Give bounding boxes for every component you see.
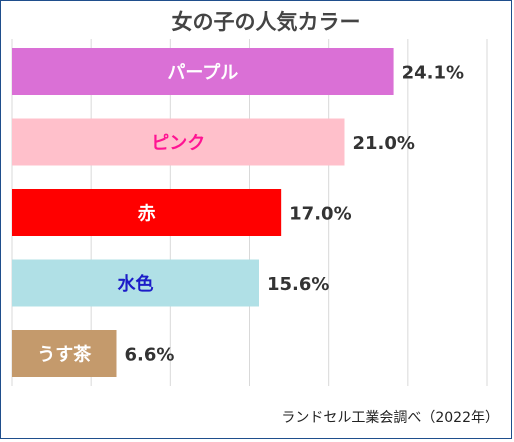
bar-category-label: ピンク — [151, 133, 205, 154]
bar-group: パープル 24.1% — [12, 48, 464, 95]
bar-group: ピンク 21.0% — [12, 118, 415, 166]
bar-category-label: うす茶 — [37, 344, 92, 366]
bar — [12, 189, 282, 236]
bar-value-label: 17.0% — [289, 204, 351, 225]
bar — [12, 118, 345, 166]
bar-group: 水色 15.6% — [12, 259, 329, 307]
bar-category-label: 赤 — [138, 204, 156, 225]
bar-value-label: 15.6% — [267, 274, 329, 295]
bar-category-label: パープル — [167, 62, 238, 84]
bar-value-label: 21.0% — [353, 133, 415, 154]
bar-group: 赤 17.0% — [12, 189, 352, 236]
bar — [12, 330, 117, 377]
bar-value-label: 24.1% — [402, 63, 464, 84]
bars: パープル 24.1% ピンク 21.0% 赤 17.0% 水色 15.6% うす茶 6.6% — [12, 48, 464, 377]
bar-value-label: 6.6% — [125, 345, 175, 366]
chart-title: 女の子の人気カラー — [172, 10, 361, 34]
bar-group: うす茶 6.6% — [12, 330, 174, 377]
bar-category-label: 水色 — [118, 273, 154, 295]
bar — [12, 48, 394, 95]
source-note: ランドセル工業会調べ（2022年） — [281, 410, 499, 426]
bar — [12, 259, 259, 307]
